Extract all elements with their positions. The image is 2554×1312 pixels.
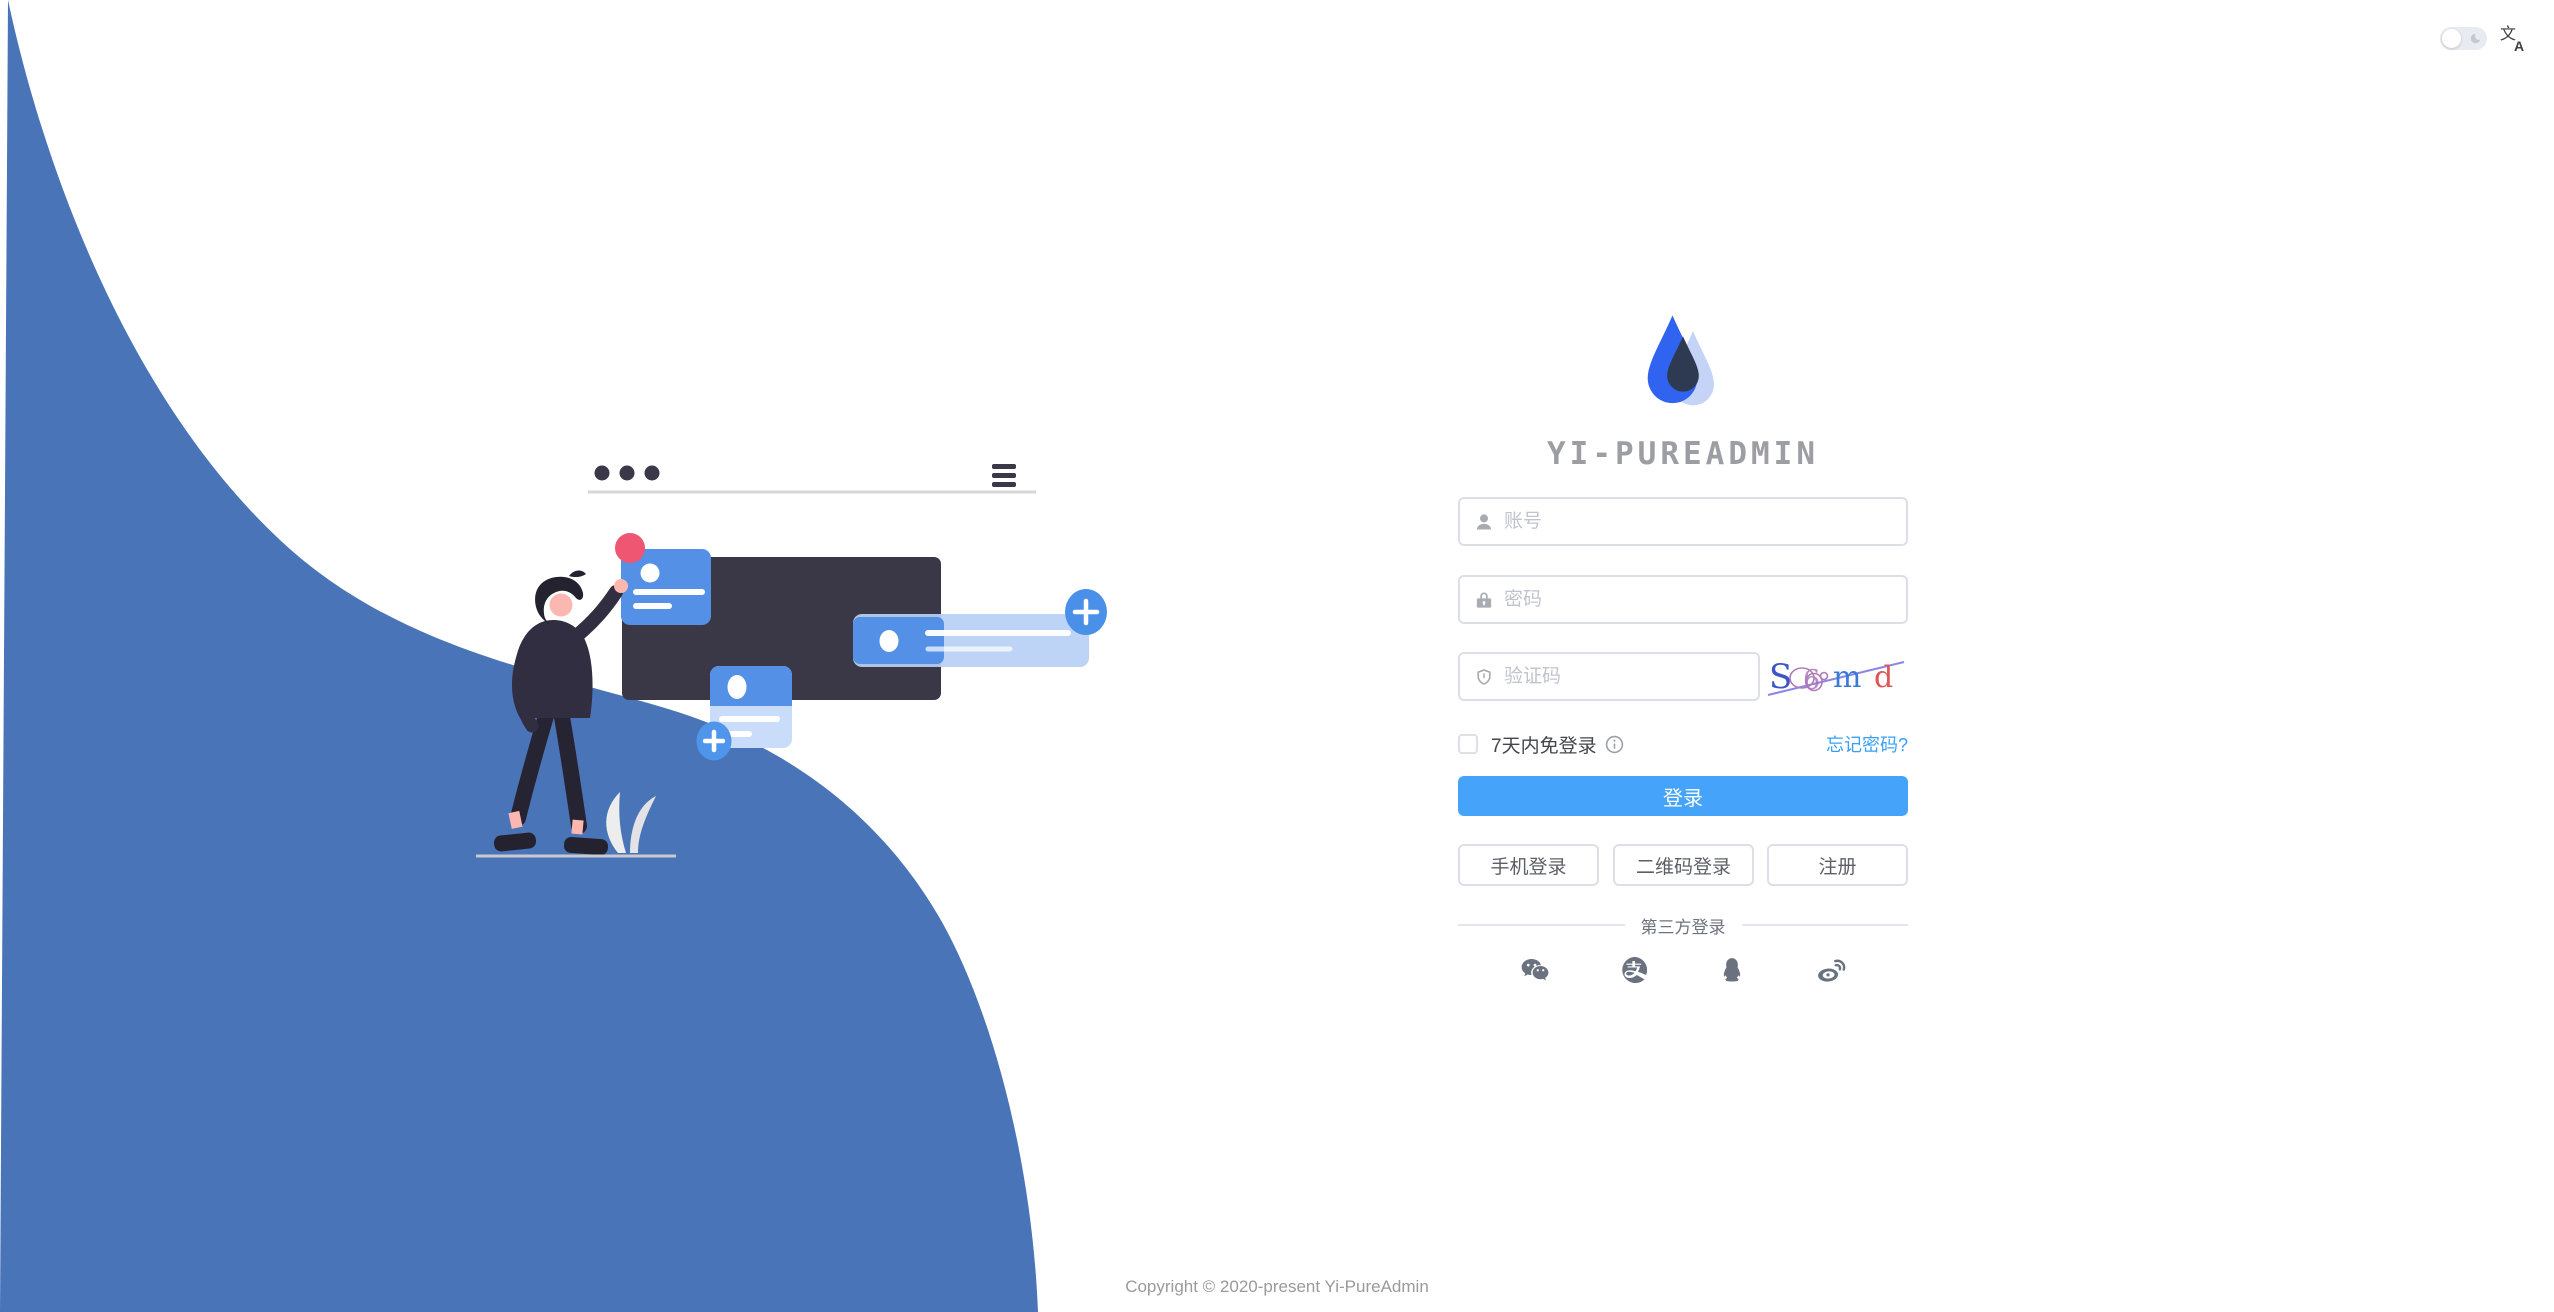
qq-icon[interactable] [1717, 955, 1747, 985]
dark-mode-toggle[interactable] [2440, 26, 2487, 50]
shield-icon [1477, 668, 1491, 685]
illustration-plant [476, 792, 676, 858]
third-party-label: 第三方登录 [1640, 917, 1726, 937]
captcha-field-wrap [1458, 652, 1760, 701]
login-options-row: 7天内免登录 忘记密码? [1458, 732, 1908, 757]
captcha-image[interactable]: S 6 m d [1765, 652, 1908, 701]
toggle-knob [2442, 28, 2461, 48]
username-field-wrap [1458, 497, 1908, 546]
svg-text:S: S [1769, 657, 1792, 697]
info-icon[interactable] [1605, 735, 1624, 754]
user-icon [1476, 513, 1492, 529]
topbar-controls: 文 A [2440, 22, 2540, 54]
lock-icon [1476, 592, 1492, 608]
captcha-input[interactable] [1504, 665, 1744, 688]
password-input[interactable] [1504, 588, 1892, 611]
divider-line [1458, 924, 1625, 926]
remember-checkbox[interactable] [1458, 734, 1478, 754]
illustration-panels [615, 533, 1107, 761]
wave-shape [0, 0, 1038, 1312]
login-button[interactable]: 登录 [1458, 776, 1908, 816]
wechat-icon[interactable] [1520, 955, 1550, 985]
qr-login-button[interactable]: 二维码登录 [1613, 844, 1754, 886]
weibo-icon[interactable] [1816, 955, 1846, 985]
copyright-text: Copyright © 2020-present Yi-PureAdmin [1125, 1277, 1429, 1296]
hamburger-icon [992, 464, 1016, 487]
page-title: YI-PUREADMIN [1547, 436, 1819, 472]
username-input[interactable] [1504, 510, 1892, 533]
svg-text:m: m [1833, 660, 1861, 695]
social-login-row [1520, 950, 1846, 990]
svg-text:文: 文 [2500, 25, 2516, 43]
svg-text:d: d [1874, 660, 1893, 695]
logo [1647, 315, 1714, 406]
register-button[interactable]: 注册 [1767, 844, 1908, 886]
svg-text:A: A [2514, 38, 2524, 52]
phone-login-button[interactable]: 手机登录 [1458, 844, 1599, 886]
svg-text:6: 6 [1803, 665, 1820, 696]
alipay-icon[interactable] [1619, 955, 1649, 985]
red-dot [615, 533, 645, 563]
login-panel: YI-PUREADMIN S 6 [1458, 0, 1908, 1312]
plus-badge-icon [696, 721, 732, 761]
remember-label: 7天内免登录 [1491, 735, 1597, 757]
illustration-browser-window [588, 464, 1036, 494]
password-field-wrap [1458, 575, 1908, 624]
third-party-divider: 第三方登录 [1458, 916, 1908, 937]
plus-badge-icon [1065, 589, 1107, 635]
moon-icon [2470, 33, 2481, 43]
divider-line [1741, 924, 1908, 926]
illustration-person [493, 570, 628, 856]
translate-icon[interactable]: 文 A [2500, 25, 2530, 52]
forgot-password-link[interactable]: 忘记密码? [1825, 735, 1908, 755]
